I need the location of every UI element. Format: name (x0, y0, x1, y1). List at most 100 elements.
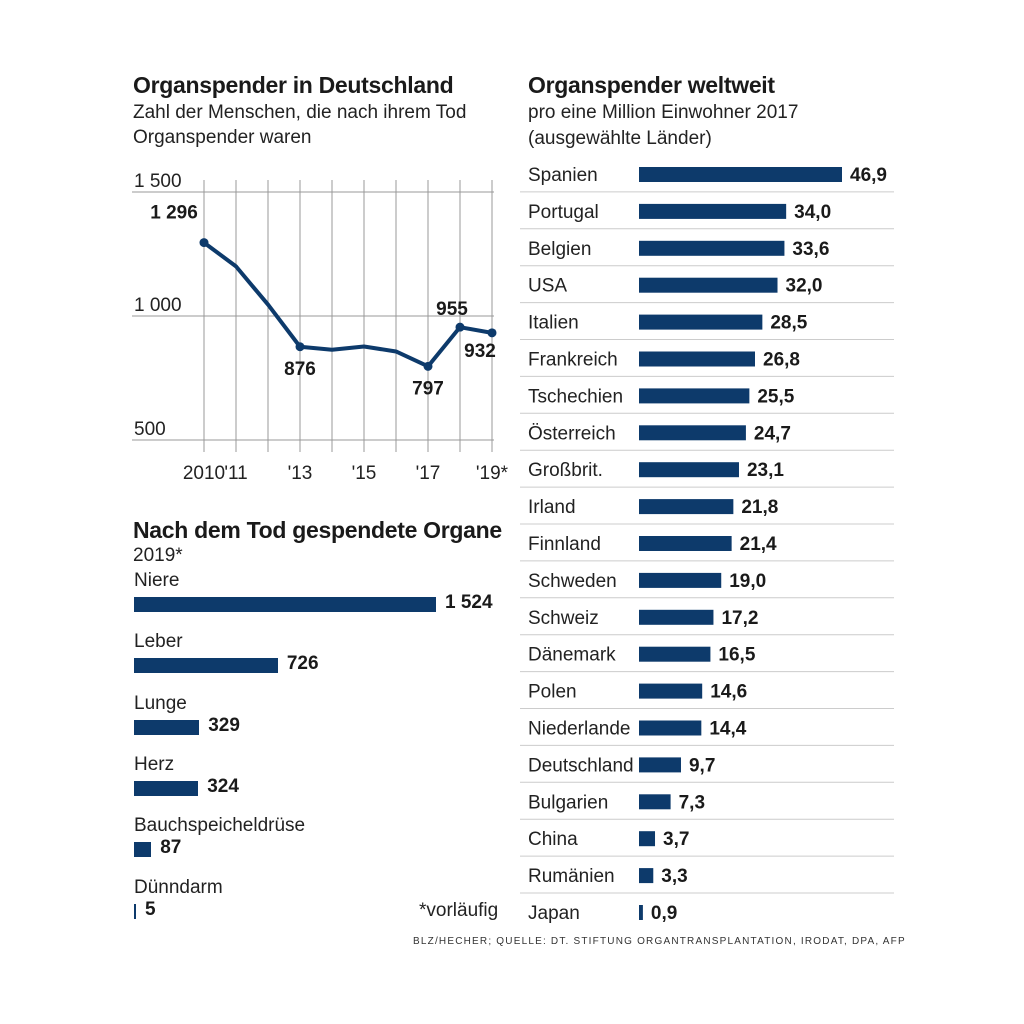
world-chart-subtitle-line-1: pro eine Million Einwohner 2017 (528, 102, 799, 123)
world-chart-title: Organspender weltweit (528, 72, 775, 98)
country-bar (639, 794, 671, 810)
organ-chart-title: Nach dem Tod gespendete Organe (133, 517, 502, 543)
country-bar (639, 831, 656, 847)
data-label: 955 (436, 299, 468, 320)
y-tick-label: 500 (134, 419, 166, 440)
country-label: Schweiz (528, 608, 599, 629)
country-value-label: 14,6 (710, 682, 747, 703)
organ-label: Herz (134, 753, 175, 775)
country-value-label: 26,8 (763, 350, 800, 371)
organ-value-label: 726 (286, 653, 319, 675)
de-line-chart: 1 500 1 000 500 2010'11 '13 '15 '17 '19* 1 296 87… (132, 171, 509, 484)
country-bar (639, 240, 785, 256)
world-chart-subtitle-line-2: (ausgewählte Länder) (528, 128, 712, 149)
country-label: Irland (528, 497, 576, 518)
data-point (487, 328, 497, 338)
x-tick-label: '13 (288, 463, 313, 484)
organ-value-label: 1 524 (445, 592, 493, 613)
organ-label: Leber (134, 631, 183, 653)
organ-label: Niere (134, 570, 180, 591)
country-label: Belgien (528, 239, 591, 260)
country-bar (639, 720, 702, 736)
country-bar (639, 167, 842, 182)
country-value-label: 24,7 (754, 423, 791, 444)
organ-value-label: 5 (145, 898, 156, 920)
data-point (199, 238, 209, 248)
de-chart-title: Organspender in Deutschland (133, 72, 454, 98)
de-chart-subtitle-line-1: Zahl der Menschen, die nach ihrem Tod (133, 102, 467, 123)
country-value-label: 46,9 (850, 165, 887, 186)
x-tick-label: '15 (352, 463, 377, 484)
organ-chart-subtitle: 2019* (133, 545, 183, 566)
country-label: Deutschland (528, 755, 634, 776)
organ-bar (134, 719, 200, 735)
organ-bar (134, 842, 152, 858)
country-bar (639, 905, 643, 920)
country-value-label: 32,0 (786, 276, 823, 297)
country-bar (639, 462, 739, 478)
series-line (202, 240, 494, 369)
country-bar (639, 351, 755, 367)
country-value-label: 28,5 (770, 313, 807, 334)
country-value-label: 14,4 (709, 719, 746, 740)
country-label: Italien (528, 313, 579, 334)
data-label: 797 (412, 378, 444, 399)
country-bar (639, 425, 746, 441)
country-bar (639, 757, 681, 773)
organ-value-label: 324 (207, 775, 239, 797)
x-tick-label: '17 (416, 463, 441, 484)
country-bar (639, 572, 722, 588)
country-bar (639, 646, 711, 662)
country-label: Portugal (528, 202, 599, 223)
country-value-label: 3,3 (661, 866, 687, 887)
country-value-label: 3,7 (663, 829, 689, 850)
data-point (423, 361, 433, 371)
organ-label: Bauchspeicheldrüse (134, 815, 306, 837)
country-value-label: 9,7 (689, 755, 715, 776)
country-label: Rumänien (528, 866, 615, 887)
country-value-label: 25,5 (757, 386, 794, 407)
country-label: USA (528, 276, 567, 297)
organ-value-label: 87 (160, 837, 182, 859)
source-credit: BLZ/HECHER; QUELLE: DT. STIFTUNG ORGANTR… (413, 936, 906, 947)
country-label: Spanien (528, 165, 598, 186)
country-value-label: 21,4 (740, 534, 777, 555)
country-bar (639, 277, 778, 293)
country-value-label: 21,8 (741, 497, 778, 518)
country-label: Schweden (528, 571, 617, 592)
y-tick-label: 1 500 (134, 171, 182, 192)
organ-value-label: 329 (208, 714, 240, 736)
country-label: Bulgarien (528, 792, 608, 813)
footnote: *vorläufig (419, 900, 499, 921)
organ-bar (134, 780, 199, 796)
country-label: Dänemark (528, 645, 616, 666)
x-tick-label: 2010 (183, 463, 225, 484)
country-value-label: 7,3 (679, 792, 705, 813)
country-value-label: 23,1 (747, 460, 784, 481)
country-label: Österreich (528, 423, 616, 444)
organ-label: Lunge (134, 692, 187, 714)
country-value-label: 17,2 (721, 608, 758, 629)
country-label: Finnland (528, 534, 601, 555)
country-label: Tschechien (528, 386, 623, 407)
country-value-label: 0,9 (651, 903, 677, 924)
country-label: China (528, 829, 578, 850)
country-label: Großbrit. (528, 460, 603, 481)
x-tick-label: '11 (224, 463, 247, 484)
data-label: 932 (464, 341, 496, 362)
country-bar (639, 499, 734, 515)
country-bar (639, 536, 732, 551)
country-label: Niederlande (528, 719, 630, 740)
country-value-label: 16,5 (718, 645, 755, 666)
de-chart-subtitle-line-2: Organspender waren (133, 127, 312, 148)
country-value-label: 34,0 (794, 202, 831, 223)
country-bar (639, 314, 763, 330)
country-value-label: 33,6 (792, 239, 829, 260)
data-label: 1 296 (150, 203, 198, 224)
country-bar (639, 868, 654, 884)
country-label: Japan (528, 903, 580, 924)
data-point (455, 322, 465, 332)
country-bar (639, 609, 714, 625)
x-tick-label: '19* (476, 463, 509, 484)
